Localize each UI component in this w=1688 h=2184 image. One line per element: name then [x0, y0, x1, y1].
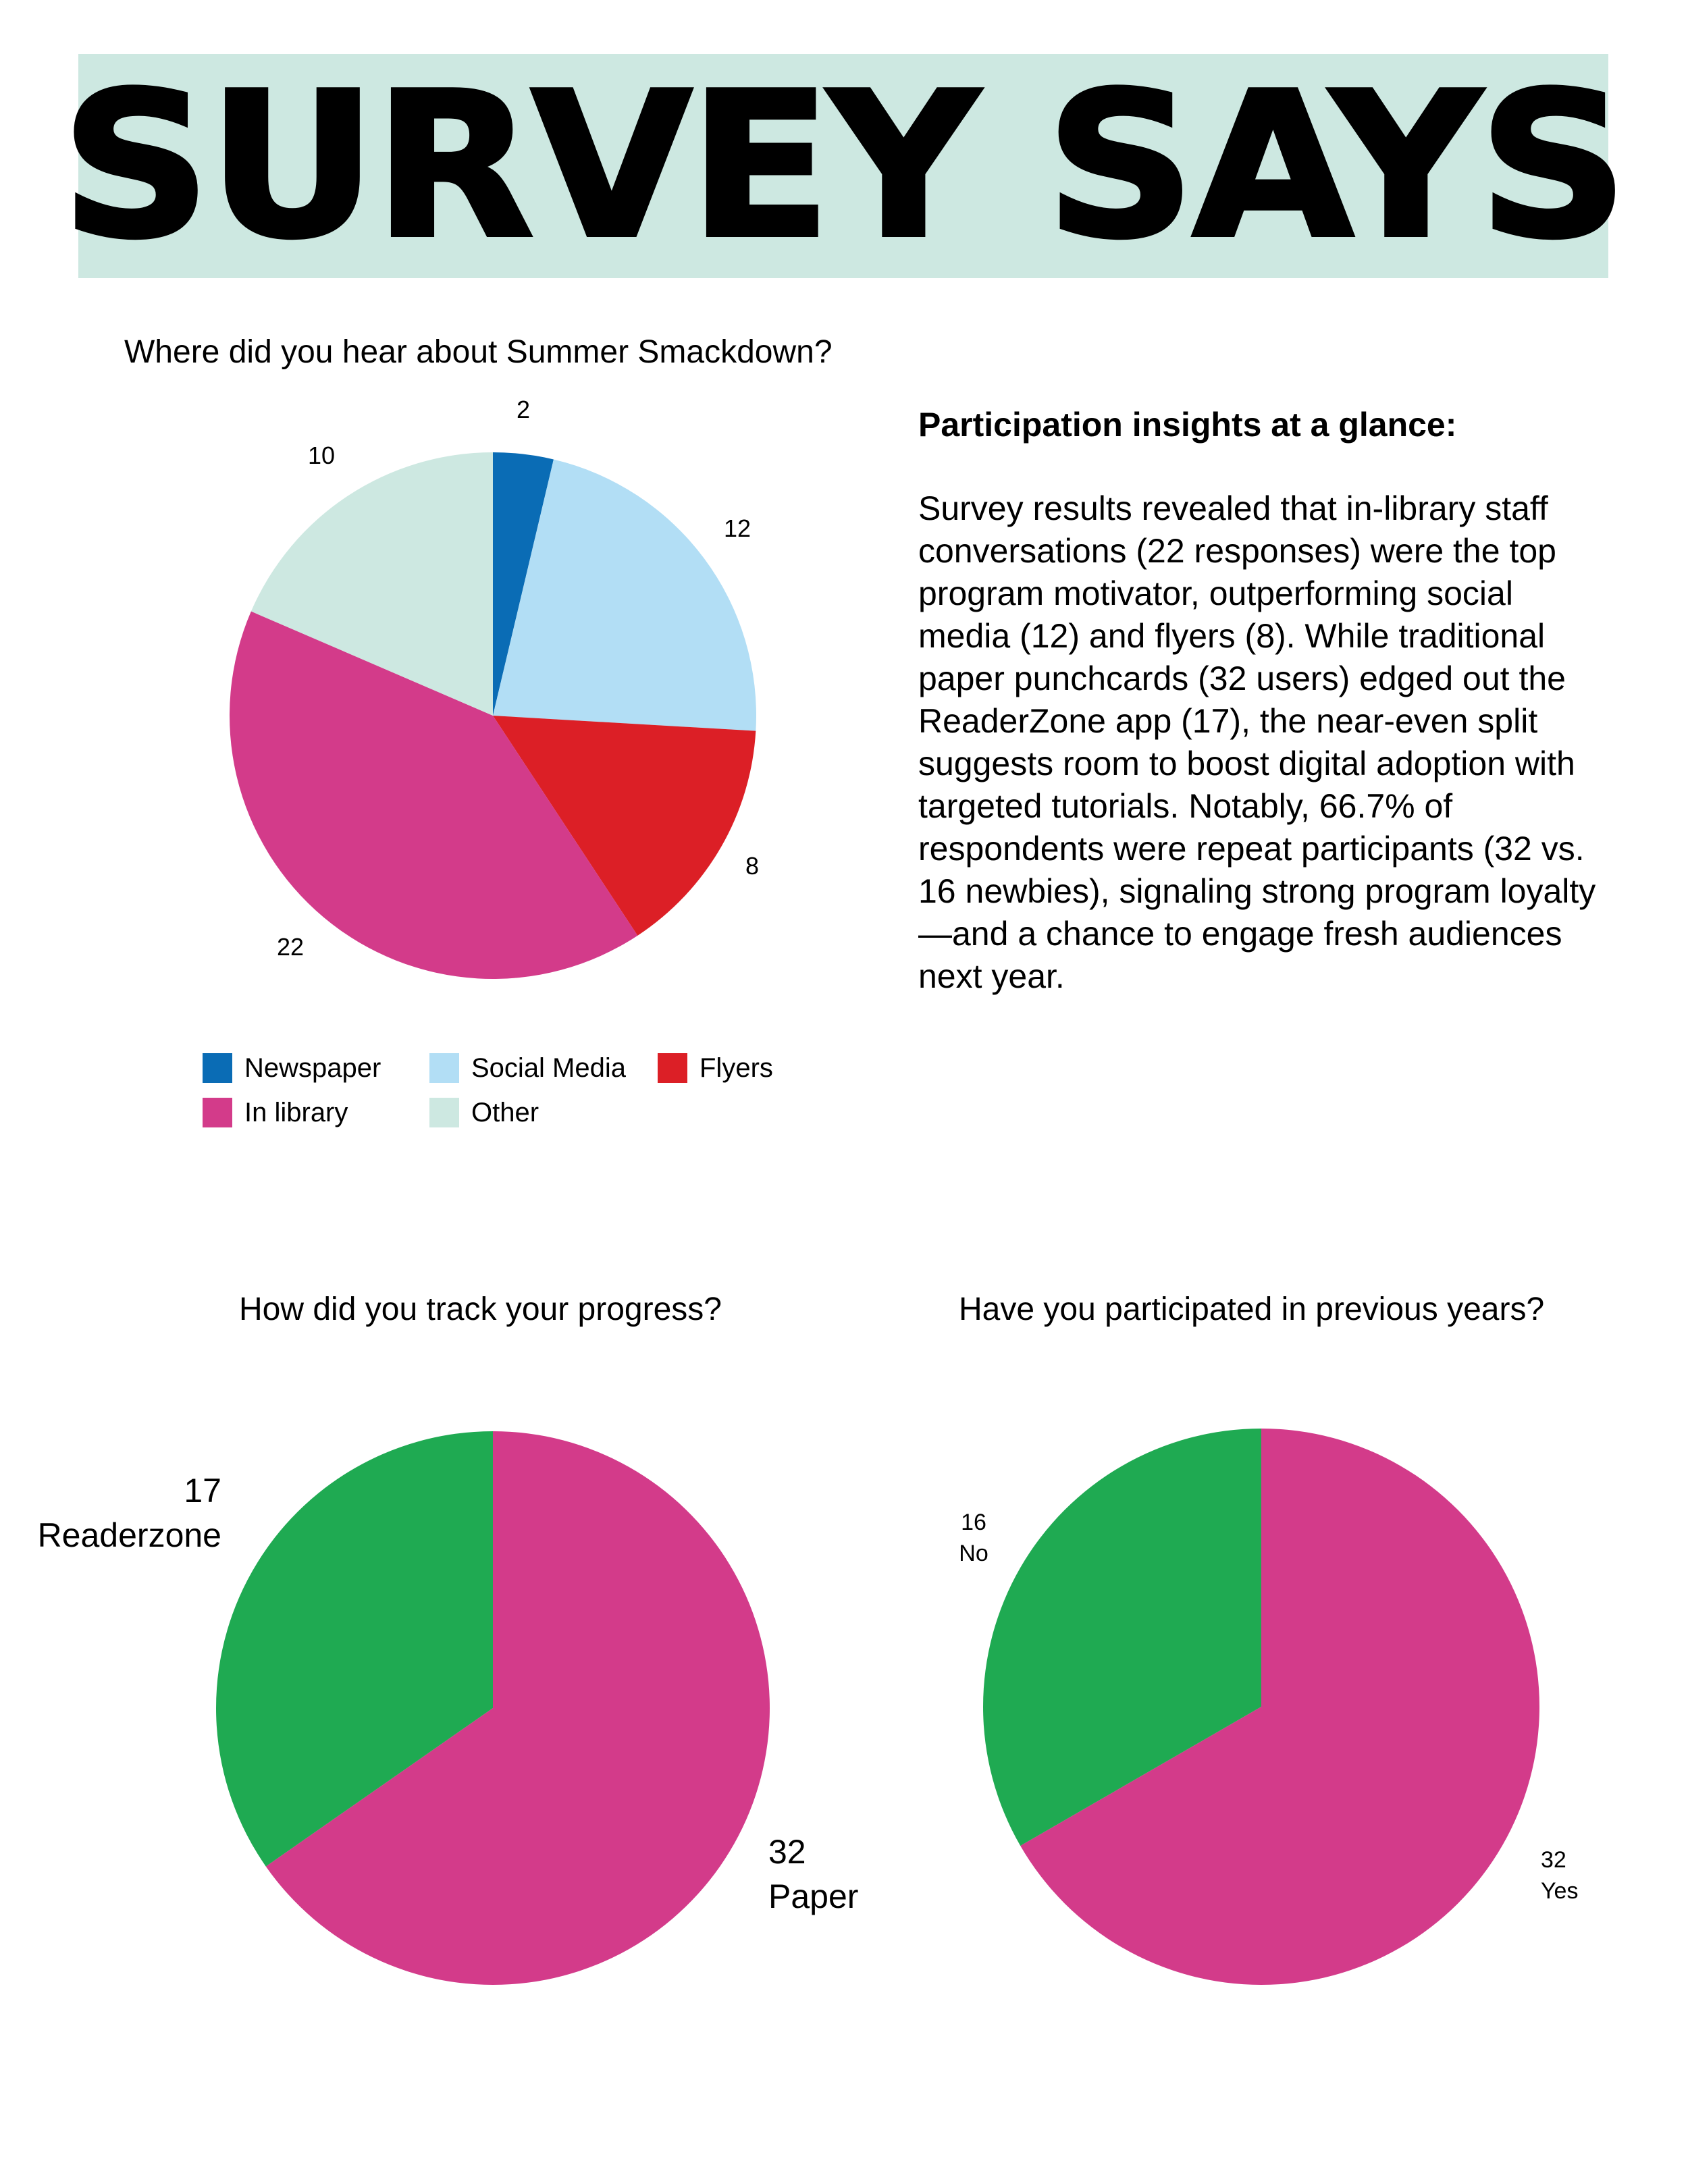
slice-label-social-media: 12: [724, 514, 751, 542]
pie-chart-previous-years: [983, 1429, 1539, 1985]
slice-category-paper: Paper: [768, 1877, 859, 1915]
page-title: SURVEY SAYS: [59, 49, 1631, 282]
pie-slice-flyers: [493, 716, 756, 936]
pie-slice-in-library: [229, 611, 638, 979]
slice-label-in-library: 22: [277, 933, 305, 961]
pie-slice-paper: [265, 1431, 770, 1985]
pie-slice-readerzone: [216, 1431, 493, 1867]
pie-slice-newspaper: [493, 452, 554, 716]
slice-value-no: 16: [961, 1510, 986, 1535]
legend-swatch-other: [429, 1098, 459, 1127]
slice-label-other: 10: [308, 442, 336, 469]
slice-label-no: 16 No: [953, 1507, 994, 1569]
slice-label-flyers: 8: [745, 852, 760, 880]
pie-slice-yes: [1020, 1429, 1539, 1985]
legend-label-flyers: Flyers: [700, 1053, 773, 1083]
pie-slice-social-media: [493, 459, 756, 731]
pie-chart-tracking: [216, 1431, 770, 1985]
pie-chart-source: [229, 452, 756, 979]
legend-swatch-newspaper: [203, 1053, 232, 1083]
legend-label-newspaper: Newspaper: [244, 1053, 381, 1083]
slice-value-paper: 32: [768, 1833, 806, 1871]
legend-label-other: Other: [471, 1097, 539, 1127]
slice-category-yes: Yes: [1541, 1878, 1579, 1904]
chart-1-title: Where did you hear about Summer Smackdow…: [124, 334, 833, 370]
slice-label-yes: 32 Yes: [1541, 1844, 1578, 1907]
legend-item-newspaper: Newspaper: [203, 1053, 429, 1083]
legend-item-flyers: Flyers: [658, 1053, 806, 1083]
legend-swatch-flyers: [658, 1053, 687, 1083]
slice-label-paper: 32 Paper: [768, 1830, 858, 1919]
slice-value-readerzone: 17: [184, 1472, 221, 1510]
legend-swatch-social-media: [429, 1053, 459, 1083]
slice-value-yes: 32: [1541, 1847, 1566, 1873]
slice-label-newspaper: 2: [517, 396, 531, 423]
pie-slice-no: [983, 1429, 1261, 1846]
legend-item-in-library: In library: [203, 1098, 429, 1127]
slice-category-readerzone: Readerzone: [37, 1516, 221, 1554]
slice-label-readerzone: 17 Readerzone: [32, 1468, 221, 1557]
insights-heading: Participation insights at a glance:: [918, 406, 1457, 444]
legend-item-social-media: Social Media: [429, 1053, 658, 1083]
chart-3-title: Have you participated in previous years?: [959, 1291, 1545, 1327]
legend-label-in-library: In library: [244, 1097, 348, 1127]
chart-1-legend: Newspaper Social Media Flyers In library…: [203, 1053, 810, 1127]
legend-swatch-in-library: [203, 1098, 232, 1127]
insights-body: Survey results revealed that in-library …: [918, 489, 1596, 995]
insights-panel: Participation insights at a glance: Surv…: [918, 405, 1607, 998]
header-banner: SURVEY SAYS: [59, 54, 1631, 278]
legend-item-other: Other: [429, 1098, 658, 1127]
slice-category-no: No: [959, 1541, 988, 1566]
legend-label-social-media: Social Media: [471, 1053, 627, 1083]
pie-slice-other: [250, 452, 493, 716]
chart-2-title: How did you track your progress?: [239, 1291, 722, 1327]
